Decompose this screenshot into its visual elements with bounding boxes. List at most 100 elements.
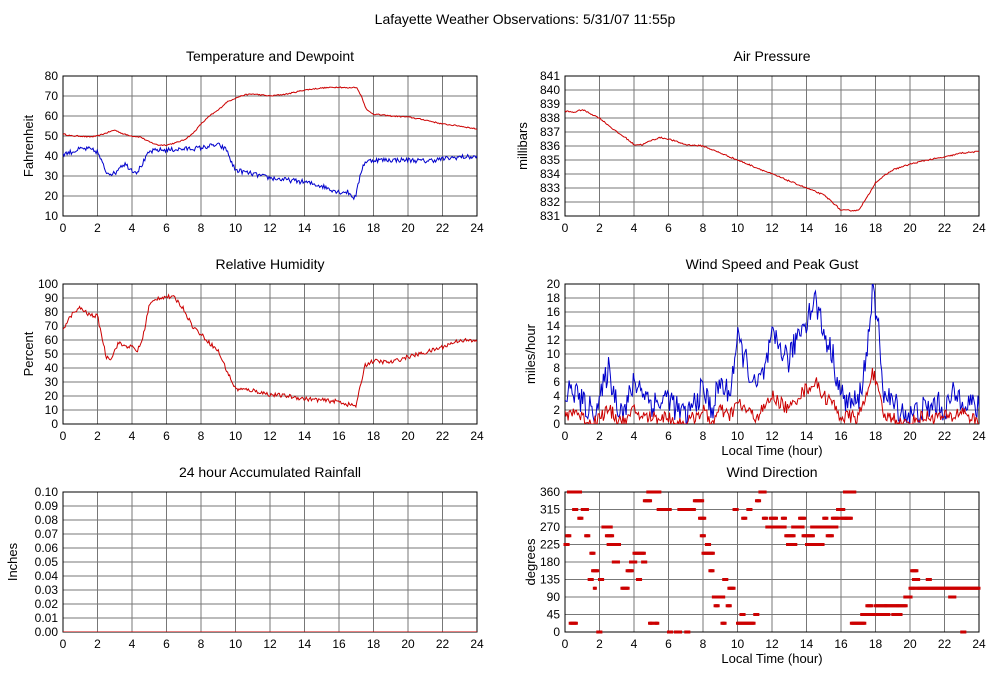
x-tick-label: 6 bbox=[163, 637, 170, 651]
x-tick-label: 0 bbox=[60, 429, 67, 443]
wind-direction-point bbox=[825, 516, 829, 520]
x-tick-label: 22 bbox=[938, 221, 952, 235]
wind-direction-point bbox=[658, 490, 662, 494]
y-tick-label: 30 bbox=[45, 375, 59, 389]
x-tick-label: 16 bbox=[332, 221, 346, 235]
x-tick-label: 18 bbox=[869, 221, 883, 235]
y-tick-label: 0 bbox=[51, 417, 58, 431]
wind-direction-point bbox=[728, 604, 732, 608]
x-tick-label: 22 bbox=[938, 637, 952, 651]
x-tick-label: 6 bbox=[665, 429, 672, 443]
wind-direction-point bbox=[849, 516, 853, 520]
y-axis-label: Fahrenheit bbox=[21, 115, 36, 178]
y-tick-label: 90 bbox=[45, 291, 59, 305]
x-tick-label: 4 bbox=[631, 221, 638, 235]
wind-direction-point bbox=[580, 516, 584, 520]
x-tick-label: 2 bbox=[596, 221, 603, 235]
wind-direction-point bbox=[590, 578, 594, 581]
wind-direction-point bbox=[656, 621, 660, 625]
y-tick-label: 16 bbox=[547, 305, 561, 319]
y-tick-label: 833 bbox=[540, 181, 560, 195]
y-tick-label: 0.08 bbox=[35, 513, 59, 527]
y-tick-label: 18 bbox=[547, 291, 561, 305]
y-axis-label: millibars bbox=[515, 122, 530, 170]
x-tick-label: 4 bbox=[631, 429, 638, 443]
wind-direction-point bbox=[827, 525, 831, 529]
wind-direction-point bbox=[764, 516, 768, 520]
wind-direction-point bbox=[917, 578, 921, 581]
series-line-humidity-0 bbox=[63, 293, 477, 409]
wind-direction-point bbox=[783, 516, 787, 520]
wind-direction-point bbox=[783, 525, 787, 529]
y-tick-label: 80 bbox=[45, 69, 59, 83]
y-tick-label: 0.03 bbox=[35, 583, 59, 597]
x-tick-label: 8 bbox=[198, 429, 205, 443]
y-tick-label: 0.09 bbox=[35, 499, 59, 513]
x-tick-label: 12 bbox=[263, 429, 277, 443]
x-tick-label: 10 bbox=[731, 221, 745, 235]
y-tick-label: 30 bbox=[45, 169, 59, 183]
wind-direction-point bbox=[702, 534, 706, 538]
x-tick-label: 0 bbox=[562, 637, 569, 651]
wind-direction-point bbox=[909, 595, 913, 599]
x-tick-label: 2 bbox=[596, 429, 603, 443]
x-tick-label: 18 bbox=[869, 429, 883, 443]
y-tick-label: 834 bbox=[540, 167, 560, 181]
wind-direction-point bbox=[792, 534, 796, 538]
wind-direction-point bbox=[651, 621, 655, 625]
x-tick-label: 20 bbox=[401, 221, 415, 235]
x-tick-label: 8 bbox=[700, 221, 707, 235]
y-tick-label: 20 bbox=[45, 189, 59, 203]
x-tick-label: 14 bbox=[800, 637, 814, 651]
x-tick-label: 6 bbox=[163, 429, 170, 443]
x-tick-label: 24 bbox=[972, 429, 986, 443]
wind-direction-point bbox=[722, 595, 726, 599]
x-tick-label: 16 bbox=[834, 637, 848, 651]
x-axis-label: Local Time (hour) bbox=[721, 443, 822, 458]
x-tick-label: 22 bbox=[436, 637, 450, 651]
series-line-wind-0 bbox=[565, 284, 979, 424]
x-tick-label: 12 bbox=[765, 637, 779, 651]
wind-direction-point bbox=[811, 534, 815, 538]
wind-direction-point bbox=[593, 586, 597, 590]
y-tick-label: 14 bbox=[547, 319, 561, 333]
x-tick-label: 2 bbox=[94, 429, 101, 443]
plot-frame bbox=[564, 491, 980, 633]
y-tick-label: 0 bbox=[553, 417, 560, 431]
x-tick-label: 16 bbox=[834, 221, 848, 235]
wind-direction-point bbox=[887, 613, 891, 616]
wind-direction-point bbox=[735, 508, 739, 511]
y-axis-label: degrees bbox=[523, 538, 538, 585]
x-tick-label: 10 bbox=[229, 637, 243, 651]
wind-direction-point bbox=[634, 560, 638, 564]
y-tick-label: 6 bbox=[553, 375, 560, 389]
wind-direction-point bbox=[744, 516, 748, 520]
wind-direction-point bbox=[977, 586, 981, 590]
x-tick-label: 6 bbox=[665, 221, 672, 235]
y-tick-label: 0.01 bbox=[35, 611, 59, 625]
series-line-pressure-0 bbox=[565, 109, 979, 212]
y-tick-label: 60 bbox=[45, 109, 59, 123]
x-tick-label: 12 bbox=[263, 221, 277, 235]
wind-direction-point bbox=[596, 569, 600, 573]
wind-direction-point bbox=[835, 525, 839, 529]
x-tick-label: 2 bbox=[94, 221, 101, 235]
wind-direction-point bbox=[803, 516, 807, 520]
y-tick-label: 832 bbox=[540, 195, 560, 209]
chart-title: Wind Speed and Peak Gust bbox=[686, 256, 859, 272]
x-tick-label: 12 bbox=[765, 429, 779, 443]
wind-direction-point bbox=[711, 569, 715, 573]
x-tick-label: 20 bbox=[903, 429, 917, 443]
page-title: Lafayette Weather Observations: 5/31/07 … bbox=[375, 11, 676, 27]
wind-direction-point bbox=[585, 508, 589, 511]
wind-direction-point bbox=[679, 630, 683, 634]
y-tick-label: 70 bbox=[45, 319, 59, 333]
x-tick-label: 0 bbox=[562, 429, 569, 443]
y-tick-label: 0.05 bbox=[35, 555, 59, 569]
wind-direction-point bbox=[599, 630, 603, 634]
x-tick-label: 10 bbox=[229, 221, 243, 235]
chart-title: Relative Humidity bbox=[216, 256, 325, 272]
